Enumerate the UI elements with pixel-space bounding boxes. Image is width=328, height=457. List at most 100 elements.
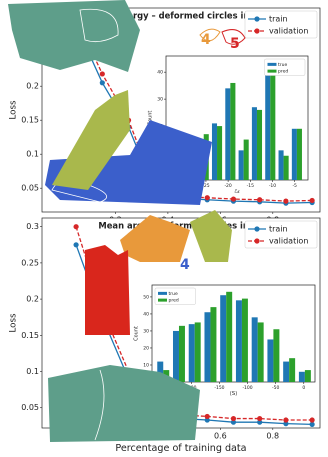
chart-title: Mean area – deformed circles in 2d: [98, 221, 263, 231]
bar: [217, 126, 223, 180]
legend-label: true: [278, 62, 287, 68]
shape: [85, 245, 130, 335]
bar: [157, 361, 164, 382]
y-tick-label: 0.15: [21, 116, 39, 125]
point: [230, 419, 237, 425]
x-tick-label: -5: [292, 183, 297, 189]
x-tick-label: 0.8: [266, 431, 279, 440]
legend-label: train: [269, 15, 288, 24]
legend-marker: [254, 28, 260, 34]
legend-label: pred: [169, 298, 179, 304]
x-tick-label: -50: [272, 385, 279, 391]
bar: [235, 300, 242, 382]
shape: [120, 215, 190, 262]
point: [283, 198, 289, 204]
bar: [270, 64, 276, 180]
point: [99, 71, 105, 77]
shape: [94, 369, 105, 441]
point: [204, 413, 210, 420]
x-tick-label: 0: [302, 385, 305, 391]
shape: [48, 365, 200, 442]
legend-swatch: [158, 291, 167, 295]
point: [309, 417, 315, 423]
bar: [298, 371, 305, 382]
annotation: 4: [180, 257, 190, 273]
point: [204, 195, 210, 201]
x-axis-label: ℰ𝒸: [234, 189, 240, 195]
series-line: [75, 226, 313, 421]
y-tick-label: 30: [143, 328, 149, 334]
point: [283, 421, 289, 427]
point: [230, 196, 237, 202]
y-tick-label: 0.1: [26, 367, 39, 376]
bar: [251, 107, 257, 180]
bar: [211, 123, 218, 180]
y-axis-label: Loss: [9, 100, 19, 120]
bar: [243, 139, 249, 180]
bar: [172, 330, 179, 382]
y-tick-label: 10: [143, 362, 149, 368]
x-axis-label: Percentage of training data: [115, 443, 246, 454]
y-tick-label: 0.3: [26, 222, 39, 231]
y-tick-label: 40: [157, 70, 163, 76]
y-tick-label: 0.15: [21, 331, 39, 340]
point: [283, 417, 289, 423]
bar: [204, 312, 211, 382]
x-tick-label: 0.6: [214, 431, 227, 440]
bar: [257, 322, 264, 382]
bar: [278, 150, 284, 180]
shape: [52, 90, 130, 190]
y-tick-label: 20: [143, 345, 149, 351]
bar: [251, 317, 258, 382]
legend-marker: [254, 226, 260, 232]
legend-swatch: [267, 62, 277, 66]
x-tick-label: -100: [242, 385, 252, 391]
bar: [265, 66, 271, 180]
x-tick-label: -20: [224, 183, 231, 189]
legend-label: validation: [269, 237, 308, 246]
bar: [296, 128, 302, 180]
point: [73, 242, 79, 248]
y-tick-label: 0.05: [21, 184, 39, 193]
bar: [267, 339, 274, 382]
point: [73, 224, 79, 230]
bar: [220, 295, 227, 382]
x-tick-label: -10: [269, 183, 276, 189]
bar: [256, 109, 263, 180]
legend-label: validation: [269, 27, 308, 36]
bar: [273, 329, 280, 382]
bar: [238, 150, 244, 180]
legend-swatch: [158, 298, 167, 302]
bar: [188, 324, 195, 382]
y-tick-label: 50: [143, 294, 149, 300]
y-tick-label: 30: [157, 97, 163, 103]
bar: [241, 298, 248, 382]
point: [204, 417, 210, 423]
legend-marker: [254, 238, 260, 244]
bar: [230, 82, 236, 180]
shape: [79, 8, 119, 43]
y-tick-label: 0.25: [21, 258, 39, 267]
bar: [289, 358, 296, 382]
shape: [199, 28, 221, 42]
legend-label: true: [169, 291, 178, 297]
point: [257, 419, 263, 425]
point: [309, 197, 315, 204]
x-tick-label: -25: [202, 183, 209, 189]
shape: [8, 0, 140, 72]
bar: [283, 155, 289, 180]
bar: [210, 307, 217, 382]
legend-label: pred: [278, 69, 288, 75]
shape: [221, 29, 246, 45]
bar: [194, 322, 201, 382]
legend-label: train: [269, 225, 288, 234]
annotation: 4: [201, 32, 211, 48]
bar: [291, 128, 297, 180]
x-axis-label: ⟨S⟩: [230, 390, 238, 397]
y-axis-label: Count: [133, 326, 139, 341]
bar: [225, 88, 231, 180]
point: [257, 415, 263, 422]
point: [257, 197, 263, 203]
